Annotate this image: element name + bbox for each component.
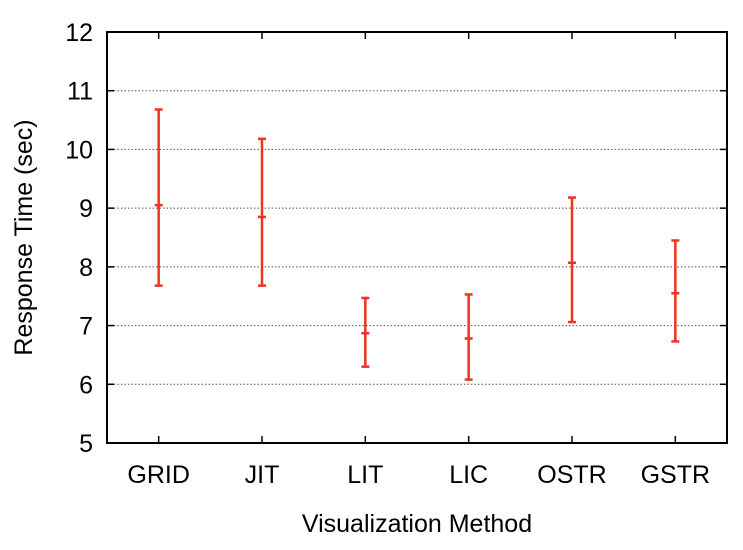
y-tick-label: 6 — [79, 371, 93, 399]
x-tick-label: JIT — [245, 461, 280, 489]
x-axis-title: Visualization Method — [302, 510, 532, 538]
plot-frame — [106, 31, 728, 444]
x-tick-label: GSTR — [641, 461, 710, 489]
grid-lines — [107, 90, 727, 385]
x-axis: GRID JIT LIT LIC OSTR GSTR — [127, 32, 710, 489]
x-tick-label: GRID — [127, 461, 190, 489]
x-tick-label: LIC — [449, 461, 488, 489]
y-tick-label: 8 — [79, 254, 93, 282]
y-axis-title: Response Time (sec) — [10, 119, 38, 355]
y-tick-label: 9 — [79, 195, 93, 223]
x-tick-label: OSTR — [537, 461, 606, 489]
y-tick-label: 11 — [67, 78, 93, 106]
y-tick-label: 7 — [79, 313, 93, 341]
x-tick-label: LIT — [347, 461, 383, 489]
y-tick-label: 5 — [79, 430, 93, 458]
error-bars — [154, 108, 680, 381]
y-tick-label: 12 — [65, 19, 93, 47]
y-tick-label: 10 — [65, 136, 93, 164]
y-axis: 5 6 7 8 9 10 11 12 — [65, 19, 727, 458]
